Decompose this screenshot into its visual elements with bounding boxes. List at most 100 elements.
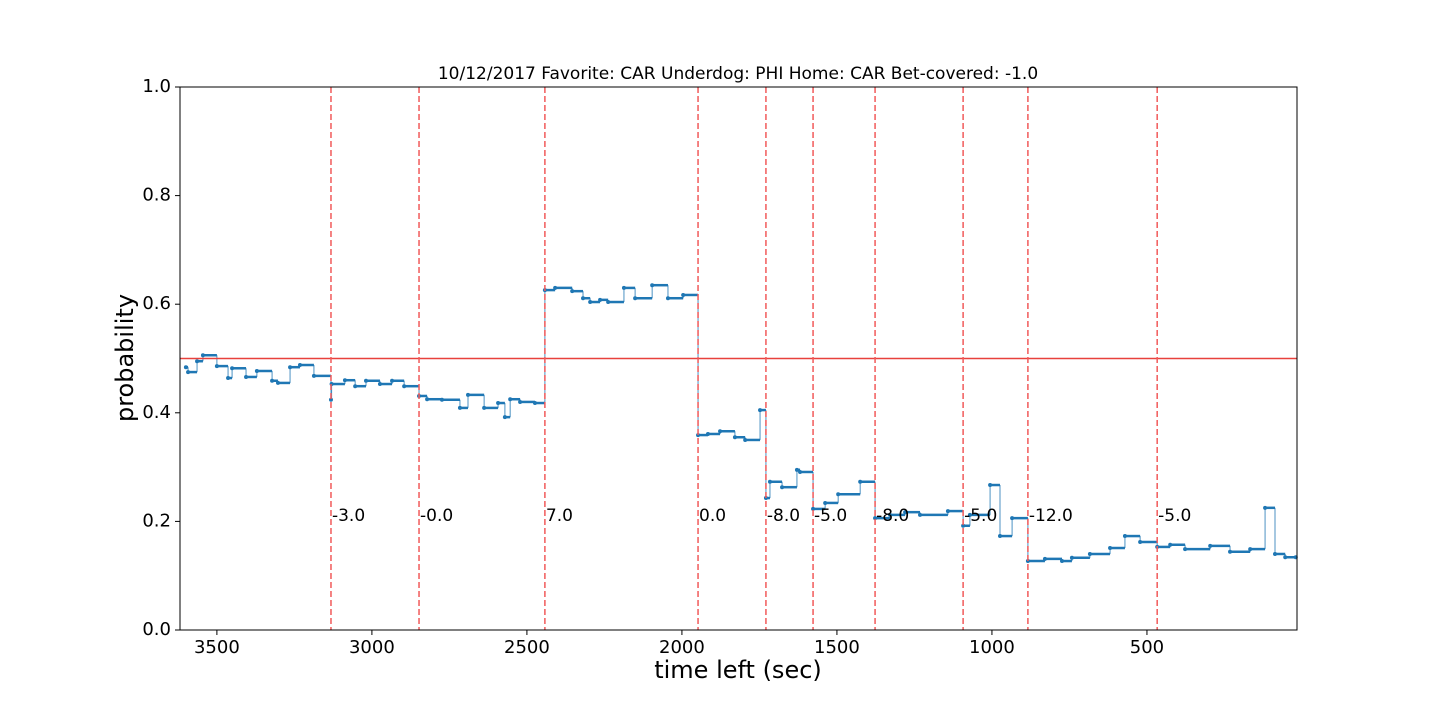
point-marker [621, 285, 626, 290]
point-marker [798, 469, 803, 474]
point-marker [553, 285, 558, 290]
point-marker [763, 496, 768, 501]
point-marker [588, 300, 593, 305]
point-marker [988, 483, 993, 488]
point-marker [606, 300, 611, 305]
point-marker [186, 370, 191, 375]
point-marker [998, 534, 1003, 539]
y-tick-label: 0.2 [142, 510, 171, 531]
point-marker [1183, 547, 1188, 552]
point-marker [1168, 542, 1173, 547]
point-marker [342, 378, 347, 383]
x-tick-label: 3000 [349, 637, 395, 658]
point-marker [311, 373, 316, 378]
point-marker [377, 382, 382, 387]
point-marker [466, 392, 471, 397]
point-marker [457, 405, 462, 410]
x-tick-label: 2500 [504, 637, 550, 658]
x-tick-label: 3500 [194, 637, 240, 658]
point-marker [758, 408, 763, 413]
point-marker [254, 368, 259, 373]
x-tick-label: 1500 [814, 637, 860, 658]
point-marker [1138, 540, 1143, 545]
point-marker [297, 363, 302, 368]
point-marker [961, 523, 966, 528]
point-marker [482, 405, 487, 410]
event-label: -0.0 [420, 506, 453, 526]
point-marker [364, 378, 369, 383]
event-label: 7.0 [546, 506, 573, 526]
y-axis-label: probability [111, 294, 139, 422]
point-marker [1263, 505, 1268, 510]
point-marker [633, 296, 638, 301]
point-marker [945, 509, 950, 514]
point-marker [570, 289, 575, 294]
plot-frame [179, 86, 1298, 631]
event-label: -8.0 [767, 506, 800, 526]
point-marker [681, 292, 686, 297]
point-marker [244, 374, 249, 379]
point-marker [811, 506, 816, 511]
point-marker [230, 366, 235, 371]
point-marker [425, 397, 430, 402]
event-label: -5.0 [814, 506, 847, 526]
event-label: -3.0 [332, 506, 365, 526]
point-marker [275, 380, 280, 385]
point-marker [1208, 543, 1213, 548]
point-marker [581, 296, 586, 301]
point-marker [402, 384, 407, 389]
point-marker [858, 479, 863, 484]
point-marker [705, 431, 710, 436]
point-marker [836, 492, 841, 497]
point-marker [226, 376, 231, 381]
point-marker [918, 512, 923, 517]
event-label: -5.0 [964, 506, 997, 526]
point-marker [967, 512, 972, 517]
x-axis-label: time left (sec) [654, 656, 822, 684]
point-marker [887, 512, 892, 517]
x-tick-label: 1000 [969, 637, 1015, 658]
point-marker [767, 479, 772, 484]
x-tick-label: 2000 [659, 637, 705, 658]
point-marker [665, 296, 670, 301]
point-marker [200, 353, 205, 358]
point-marker [873, 516, 878, 521]
point-marker [353, 384, 358, 389]
y-tick-label: 1.0 [142, 76, 171, 97]
x-tick-label: 500 [1130, 637, 1164, 658]
event-label: 0.0 [699, 506, 726, 526]
point-marker [439, 397, 444, 402]
point-marker [780, 485, 785, 490]
event-label: -12.0 [1029, 506, 1073, 526]
y-tick-label: 0.0 [142, 619, 171, 640]
point-marker [502, 415, 507, 420]
y-tick-label: 0.6 [142, 293, 171, 314]
point-marker [496, 401, 501, 406]
point-marker [598, 297, 603, 302]
point-marker [328, 397, 333, 402]
point-marker [288, 365, 293, 370]
point-marker [903, 510, 908, 515]
point-marker [390, 378, 395, 383]
point-marker [1122, 534, 1127, 539]
point-marker [195, 359, 200, 364]
point-marker [183, 365, 188, 370]
y-tick-label: 0.8 [142, 185, 171, 206]
point-marker [1248, 547, 1253, 552]
point-marker [270, 378, 275, 383]
y-tick-label: 0.4 [142, 402, 171, 423]
event-label: -8.0 [876, 506, 909, 526]
point-marker [1228, 549, 1233, 554]
point-marker [1272, 551, 1277, 556]
point-marker [214, 364, 219, 369]
point-marker [518, 399, 523, 404]
point-marker [823, 500, 828, 505]
chart-title: 10/12/2017 Favorite: CAR Underdog: PHI H… [438, 64, 1038, 84]
point-marker [1060, 559, 1065, 564]
point-marker [650, 283, 655, 288]
point-marker [508, 397, 513, 402]
point-marker [718, 429, 723, 434]
point-marker [732, 435, 737, 440]
point-marker [1042, 556, 1047, 561]
